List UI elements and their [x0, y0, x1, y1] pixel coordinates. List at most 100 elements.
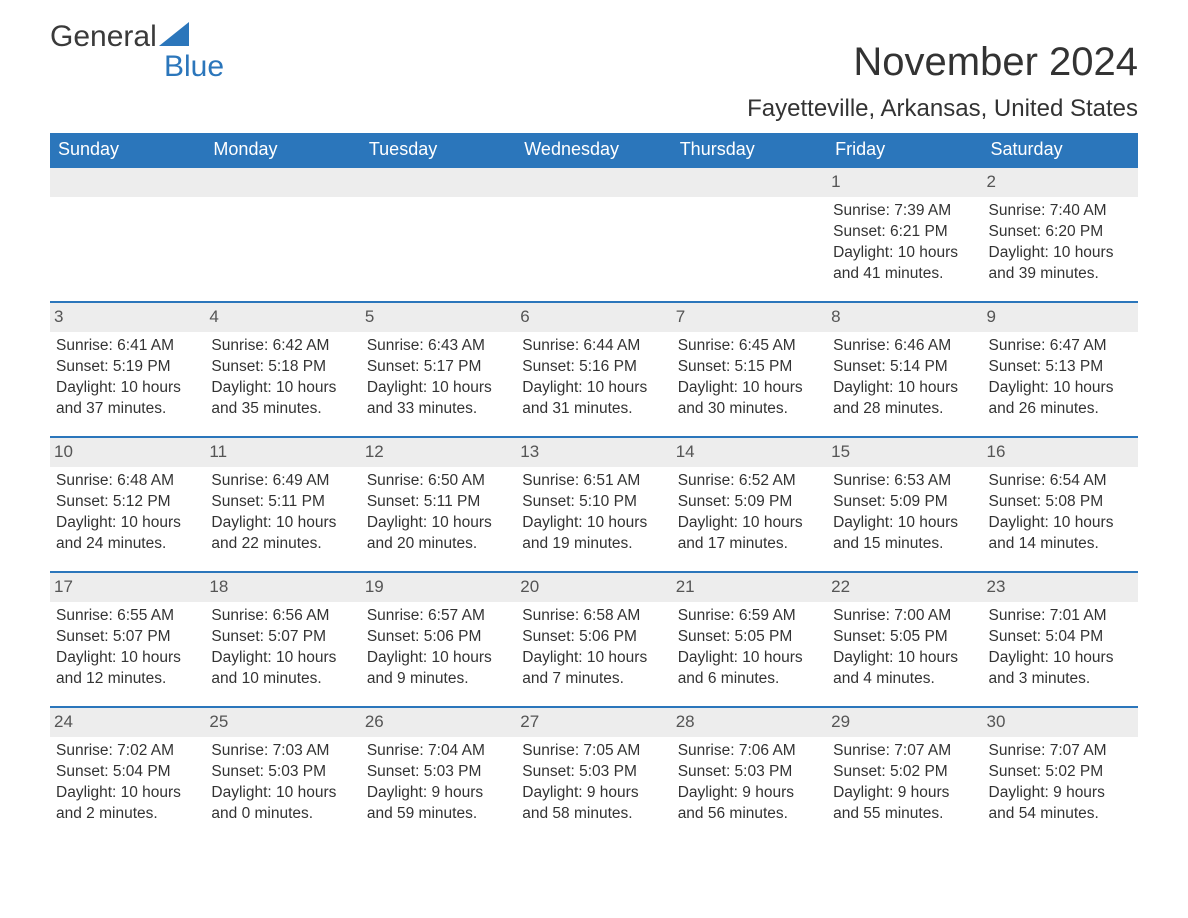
day-cell: 15Sunrise: 6:53 AMSunset: 5:09 PMDayligh…: [827, 438, 982, 571]
day-cell: 21Sunrise: 6:59 AMSunset: 5:05 PMDayligh…: [672, 573, 827, 706]
day-cell: 11Sunrise: 6:49 AMSunset: 5:11 PMDayligh…: [205, 438, 360, 571]
day-cell: 2Sunrise: 7:40 AMSunset: 6:20 PMDaylight…: [983, 168, 1138, 301]
weekday-header: Monday: [205, 133, 360, 166]
day-number: 19: [361, 573, 516, 602]
day-number: 28: [672, 708, 827, 737]
daylight-text: Daylight: 10 hours and 19 minutes.: [522, 513, 665, 555]
sunset-text: Sunset: 6:20 PM: [989, 222, 1132, 243]
day-cell: 29Sunrise: 7:07 AMSunset: 5:02 PMDayligh…: [827, 708, 982, 841]
sunset-text: Sunset: 6:21 PM: [833, 222, 976, 243]
day-number: 15: [827, 438, 982, 467]
day-cell: 19Sunrise: 6:57 AMSunset: 5:06 PMDayligh…: [361, 573, 516, 706]
day-number: 21: [672, 573, 827, 602]
sunrise-text: Sunrise: 7:05 AM: [522, 741, 665, 762]
daylight-text: Daylight: 9 hours and 58 minutes.: [522, 783, 665, 825]
daylight-text: Daylight: 9 hours and 55 minutes.: [833, 783, 976, 825]
daylight-text: Daylight: 10 hours and 37 minutes.: [56, 378, 199, 420]
day-number: 30: [983, 708, 1138, 737]
sunset-text: Sunset: 5:07 PM: [211, 627, 354, 648]
daylight-text: Daylight: 10 hours and 12 minutes.: [56, 648, 199, 690]
day-cell: 1Sunrise: 7:39 AMSunset: 6:21 PMDaylight…: [827, 168, 982, 301]
sunset-text: Sunset: 5:07 PM: [56, 627, 199, 648]
day-cell: 18Sunrise: 6:56 AMSunset: 5:07 PMDayligh…: [205, 573, 360, 706]
day-number: 1: [827, 168, 982, 197]
day-number: [361, 168, 516, 197]
day-cell: 4Sunrise: 6:42 AMSunset: 5:18 PMDaylight…: [205, 303, 360, 436]
daylight-text: Daylight: 10 hours and 30 minutes.: [678, 378, 821, 420]
sunrise-text: Sunrise: 7:01 AM: [989, 606, 1132, 627]
sunset-text: Sunset: 5:15 PM: [678, 357, 821, 378]
day-number: 7: [672, 303, 827, 332]
day-number: 14: [672, 438, 827, 467]
weekday-header: Wednesday: [516, 133, 671, 166]
sunrise-text: Sunrise: 7:03 AM: [211, 741, 354, 762]
day-cell: 8Sunrise: 6:46 AMSunset: 5:14 PMDaylight…: [827, 303, 982, 436]
daylight-text: Daylight: 10 hours and 26 minutes.: [989, 378, 1132, 420]
day-cell: 16Sunrise: 6:54 AMSunset: 5:08 PMDayligh…: [983, 438, 1138, 571]
day-cell: 20Sunrise: 6:58 AMSunset: 5:06 PMDayligh…: [516, 573, 671, 706]
day-cell: [50, 168, 205, 301]
weekday-header: Tuesday: [361, 133, 516, 166]
day-cell: [516, 168, 671, 301]
day-number: 9: [983, 303, 1138, 332]
day-number: [50, 168, 205, 197]
weeks-container: 1Sunrise: 7:39 AMSunset: 6:21 PMDaylight…: [50, 166, 1138, 841]
daylight-text: Daylight: 9 hours and 56 minutes.: [678, 783, 821, 825]
daylight-text: Daylight: 10 hours and 6 minutes.: [678, 648, 821, 690]
sunset-text: Sunset: 5:05 PM: [833, 627, 976, 648]
sunset-text: Sunset: 5:03 PM: [367, 762, 510, 783]
sunrise-text: Sunrise: 6:45 AM: [678, 336, 821, 357]
day-cell: 14Sunrise: 6:52 AMSunset: 5:09 PMDayligh…: [672, 438, 827, 571]
weekday-header: Thursday: [672, 133, 827, 166]
week-row: 24Sunrise: 7:02 AMSunset: 5:04 PMDayligh…: [50, 706, 1138, 841]
day-number: 17: [50, 573, 205, 602]
day-cell: 12Sunrise: 6:50 AMSunset: 5:11 PMDayligh…: [361, 438, 516, 571]
sunrise-text: Sunrise: 6:48 AM: [56, 471, 199, 492]
sunrise-text: Sunrise: 7:07 AM: [833, 741, 976, 762]
daylight-text: Daylight: 9 hours and 59 minutes.: [367, 783, 510, 825]
day-cell: 13Sunrise: 6:51 AMSunset: 5:10 PMDayligh…: [516, 438, 671, 571]
day-cell: 5Sunrise: 6:43 AMSunset: 5:17 PMDaylight…: [361, 303, 516, 436]
day-number: 12: [361, 438, 516, 467]
week-row: 17Sunrise: 6:55 AMSunset: 5:07 PMDayligh…: [50, 571, 1138, 706]
day-cell: 23Sunrise: 7:01 AMSunset: 5:04 PMDayligh…: [983, 573, 1138, 706]
sunset-text: Sunset: 5:10 PM: [522, 492, 665, 513]
week-row: 10Sunrise: 6:48 AMSunset: 5:12 PMDayligh…: [50, 436, 1138, 571]
week-row: 3Sunrise: 6:41 AMSunset: 5:19 PMDaylight…: [50, 301, 1138, 436]
sunset-text: Sunset: 5:03 PM: [522, 762, 665, 783]
sunset-text: Sunset: 5:09 PM: [678, 492, 821, 513]
day-number: 23: [983, 573, 1138, 602]
sunset-text: Sunset: 5:14 PM: [833, 357, 976, 378]
day-cell: [205, 168, 360, 301]
day-cell: 9Sunrise: 6:47 AMSunset: 5:13 PMDaylight…: [983, 303, 1138, 436]
sunrise-text: Sunrise: 7:00 AM: [833, 606, 976, 627]
day-number: 8: [827, 303, 982, 332]
daylight-text: Daylight: 10 hours and 33 minutes.: [367, 378, 510, 420]
sunrise-text: Sunrise: 6:49 AM: [211, 471, 354, 492]
daylight-text: Daylight: 10 hours and 39 minutes.: [989, 243, 1132, 285]
sunset-text: Sunset: 5:04 PM: [989, 627, 1132, 648]
day-number: 11: [205, 438, 360, 467]
sunrise-text: Sunrise: 7:06 AM: [678, 741, 821, 762]
sail-icon: [159, 22, 193, 53]
sunrise-text: Sunrise: 6:50 AM: [367, 471, 510, 492]
sunset-text: Sunset: 5:04 PM: [56, 762, 199, 783]
sunset-text: Sunset: 5:16 PM: [522, 357, 665, 378]
day-number: [205, 168, 360, 197]
day-cell: [672, 168, 827, 301]
daylight-text: Daylight: 9 hours and 54 minutes.: [989, 783, 1132, 825]
daylight-text: Daylight: 10 hours and 31 minutes.: [522, 378, 665, 420]
daylight-text: Daylight: 10 hours and 17 minutes.: [678, 513, 821, 555]
sunrise-text: Sunrise: 7:02 AM: [56, 741, 199, 762]
daylight-text: Daylight: 10 hours and 4 minutes.: [833, 648, 976, 690]
weekday-header: Saturday: [983, 133, 1138, 166]
sunrise-text: Sunrise: 6:43 AM: [367, 336, 510, 357]
title-block: November 2024 Fayetteville, Arkansas, Un…: [747, 20, 1138, 123]
daylight-text: Daylight: 10 hours and 2 minutes.: [56, 783, 199, 825]
sunset-text: Sunset: 5:06 PM: [367, 627, 510, 648]
daylight-text: Daylight: 10 hours and 14 minutes.: [989, 513, 1132, 555]
calendar: SundayMondayTuesdayWednesdayThursdayFrid…: [50, 133, 1138, 841]
daylight-text: Daylight: 10 hours and 0 minutes.: [211, 783, 354, 825]
day-cell: 22Sunrise: 7:00 AMSunset: 5:05 PMDayligh…: [827, 573, 982, 706]
page-header: General Blue November 2024 Fayetteville,…: [50, 20, 1138, 123]
